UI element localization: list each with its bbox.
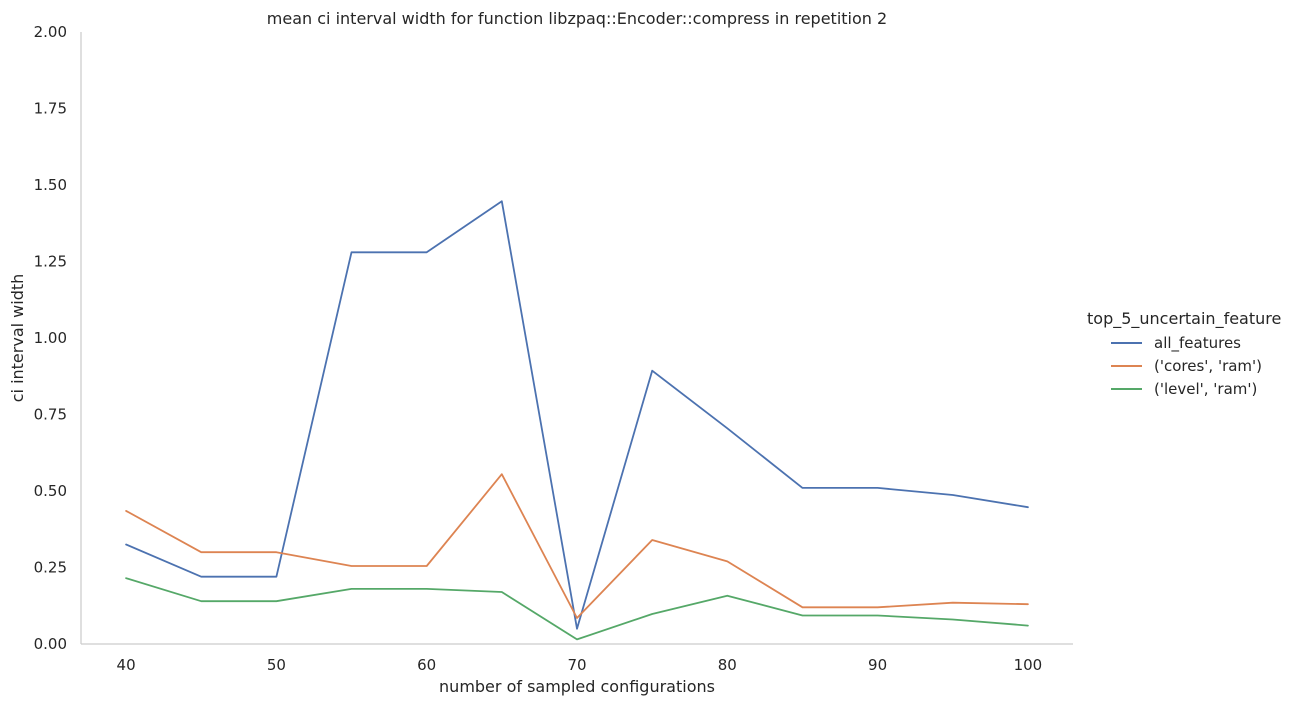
y-tick-label: 1.25 bbox=[34, 253, 67, 271]
x-tick-label: 50 bbox=[267, 656, 286, 674]
y-tick-label: 2.00 bbox=[34, 23, 67, 41]
series-line-1 bbox=[125, 473, 1029, 619]
y-tick-label: 1.75 bbox=[34, 100, 67, 118]
series-line-2 bbox=[125, 577, 1029, 641]
x-tick-labels: 40 50 60 70 80 90 100 bbox=[117, 656, 1043, 674]
x-tick-label: 70 bbox=[567, 656, 586, 674]
legend-label: all_features bbox=[1154, 334, 1241, 353]
legend-title: top_5_uncertain_feature bbox=[1087, 309, 1281, 329]
x-tick-label: 60 bbox=[417, 656, 436, 674]
x-tick-label: 100 bbox=[1014, 656, 1043, 674]
chart-title: mean ci interval width for function libz… bbox=[267, 9, 887, 28]
y-tick-label: 0.50 bbox=[34, 482, 67, 500]
y-axis-label: ci interval width bbox=[8, 274, 27, 403]
x-tick-label: 80 bbox=[718, 656, 737, 674]
y-tick-label: 1.00 bbox=[34, 329, 67, 347]
series-line-0 bbox=[125, 200, 1029, 630]
x-axis-label: number of sampled configurations bbox=[439, 677, 715, 696]
y-tick-label: 0.00 bbox=[34, 635, 67, 653]
y-tick-label: 1.50 bbox=[34, 176, 67, 194]
legend-items: all_features ('cores', 'ram') ('level', 'r… bbox=[1111, 334, 1262, 398]
y-tick-label: 0.75 bbox=[34, 406, 67, 424]
x-tick-label: 90 bbox=[868, 656, 887, 674]
x-tick-label: 40 bbox=[117, 656, 136, 674]
legend-label: ('level', 'ram') bbox=[1154, 380, 1257, 398]
y-tick-labels: 0.00 0.25 0.50 0.75 1.00 1.25 1.50 1.75 2.00 bbox=[34, 23, 67, 653]
series-lines bbox=[125, 200, 1029, 641]
y-tick-label: 0.25 bbox=[34, 559, 67, 577]
legend: top_5_uncertain_feature all_features ('co… bbox=[1087, 309, 1281, 398]
legend-label: ('cores', 'ram') bbox=[1154, 357, 1262, 375]
